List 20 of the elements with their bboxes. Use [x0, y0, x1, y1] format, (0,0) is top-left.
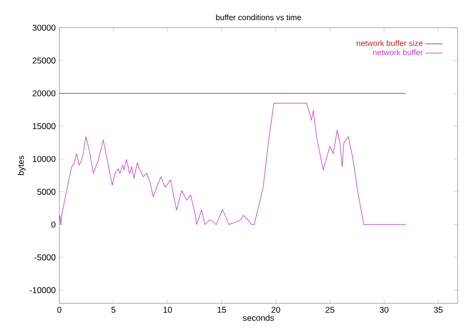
x-tick-label: 10 [163, 306, 172, 313]
y-tick-label: 25000 [32, 58, 56, 64]
x-tick-label: 0 [57, 306, 62, 313]
x-tick-label: 5 [111, 306, 116, 313]
line-series [59, 102, 406, 225]
x-tick-label: 15 [218, 306, 226, 313]
y-tick-label: 10000 [32, 156, 56, 162]
y-axis-title: bytes [18, 156, 26, 176]
x-axis-title: seconds [242, 314, 274, 321]
y-tick-label: 5000 [37, 188, 56, 195]
y-tick-label: 20000 [32, 90, 56, 96]
x-tick-label: 35 [434, 306, 443, 313]
y-tick-label: -5000 [34, 254, 56, 260]
y-tick-label: 30000 [32, 24, 56, 31]
x-tick-label: 25 [326, 306, 334, 313]
y-tick-label: 0 [51, 222, 56, 228]
x-tick-label: 20 [272, 306, 280, 313]
y-tick-label: 15000 [32, 123, 56, 130]
x-tick-label: 30 [380, 306, 388, 313]
y-tick-label: -10000 [30, 287, 56, 294]
